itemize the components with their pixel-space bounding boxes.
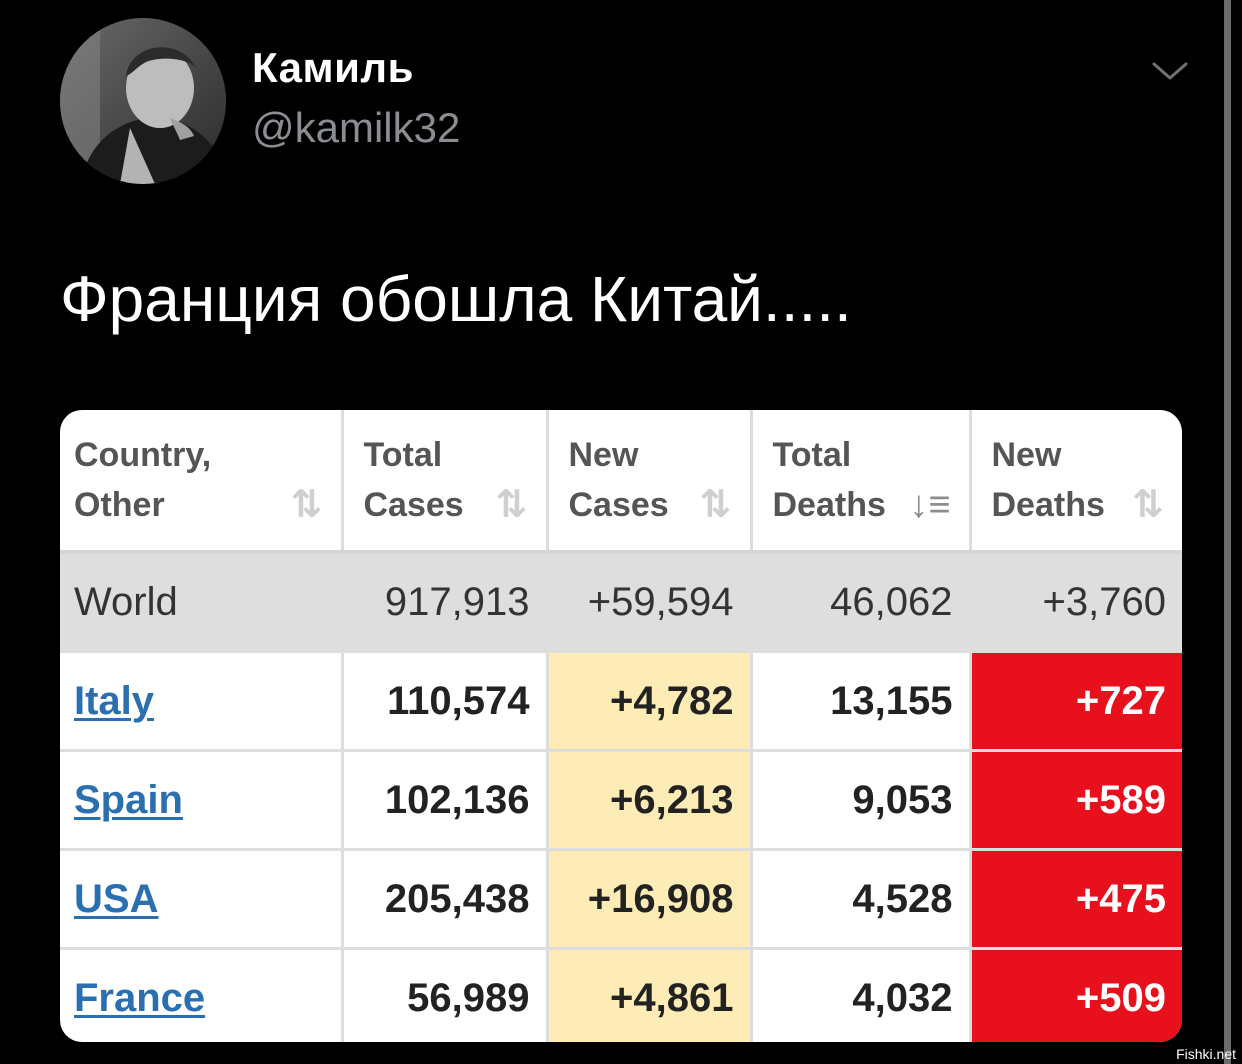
cell-total-cases: 56,989: [342, 947, 549, 1042]
cell-total-cases: 110,574: [342, 650, 549, 751]
cell-total-cases: 205,438: [342, 848, 549, 949]
cell-new-cases: +16,908: [547, 848, 753, 949]
cell-new-cases: +6,213: [547, 749, 753, 850]
cell-country: World: [60, 550, 344, 652]
header-new-cases[interactable]: New Cases ⇅: [547, 410, 753, 554]
stats-table-image[interactable]: Country, Other ⇅ Total Cases ⇅ New Cases…: [60, 410, 1182, 1042]
display-name[interactable]: Камиль: [252, 44, 414, 91]
header-new-deaths[interactable]: New Deaths ⇅: [970, 410, 1182, 554]
cell-country: Italy: [60, 650, 344, 751]
header-label: Cases: [568, 486, 669, 524]
header-label: Deaths: [991, 486, 1105, 524]
table-row: France 56,989 +4,861 4,032 +509: [60, 947, 1182, 1042]
header-label: New: [991, 436, 1062, 474]
header-label: Deaths: [772, 486, 886, 524]
cell-country: France: [60, 947, 344, 1042]
cell-new-cases: +4,782: [547, 650, 753, 751]
country-link[interactable]: France: [74, 975, 206, 1020]
avatar[interactable]: [60, 18, 226, 184]
cell-total-cases: 917,913: [342, 550, 549, 652]
table-row: Spain 102,136 +6,213 9,053 +589: [60, 749, 1182, 850]
cell-total-deaths: 9,053: [751, 749, 972, 850]
cell-new-deaths: +509: [970, 947, 1182, 1042]
header-label: Total: [363, 436, 443, 474]
cell-total-deaths: 4,528: [751, 848, 972, 949]
covid-stats-table: Country, Other ⇅ Total Cases ⇅ New Cases…: [60, 410, 1182, 1042]
table-header-row: Country, Other ⇅ Total Cases ⇅ New Cases…: [60, 410, 1182, 554]
country-link[interactable]: Italy: [74, 678, 155, 723]
chevron-down-icon[interactable]: [1150, 58, 1190, 84]
scrollbar[interactable]: [1224, 0, 1231, 1064]
header-country[interactable]: Country, Other ⇅: [60, 410, 344, 554]
cell-country: Spain: [60, 749, 344, 850]
watermark: Fishki.net: [1176, 1046, 1236, 1062]
country-link[interactable]: Spain: [74, 777, 183, 822]
cell-total-deaths: 13,155: [751, 650, 972, 751]
sort-icon[interactable]: ⇅: [290, 484, 323, 526]
sort-icon[interactable]: ⇅: [495, 484, 528, 526]
header-label: New: [568, 436, 639, 474]
header-label: Total: [772, 436, 852, 474]
sort-desc-icon[interactable]: ↓≡: [909, 484, 951, 526]
header-label: Cases: [363, 486, 464, 524]
cell-new-deaths: +475: [970, 848, 1182, 949]
table-row: USA 205,438 +16,908 4,528 +475: [60, 848, 1182, 949]
cell-new-deaths: +727: [970, 650, 1182, 751]
tweet-text: Франция обошла Китай.....: [60, 263, 852, 335]
cell-new-deaths: +3,760: [970, 550, 1182, 652]
cell-new-deaths: +589: [970, 749, 1182, 850]
cell-total-cases: 102,136: [342, 749, 549, 850]
cell-total-deaths: 46,062: [751, 550, 972, 652]
cell-total-deaths: 4,032: [751, 947, 972, 1042]
header-total-deaths[interactable]: Total Deaths ↓≡: [751, 410, 972, 554]
header-label: Other: [74, 486, 165, 524]
table-row: Italy 110,574 +4,782 13,155 +727: [60, 650, 1182, 751]
country-link[interactable]: USA: [74, 876, 159, 921]
sort-icon[interactable]: ⇅: [1132, 484, 1164, 526]
table-row-world: World 917,913 +59,594 46,062 +3,760: [60, 550, 1182, 652]
cell-new-cases: +59,594: [547, 550, 753, 652]
cell-country: USA: [60, 848, 344, 949]
sort-icon[interactable]: ⇅: [699, 484, 732, 526]
header-label: Country,: [74, 436, 212, 474]
cell-new-cases: +4,861: [547, 947, 753, 1042]
user-handle[interactable]: @kamilk32: [252, 104, 461, 151]
header-total-cases[interactable]: Total Cases ⇅: [342, 410, 549, 554]
